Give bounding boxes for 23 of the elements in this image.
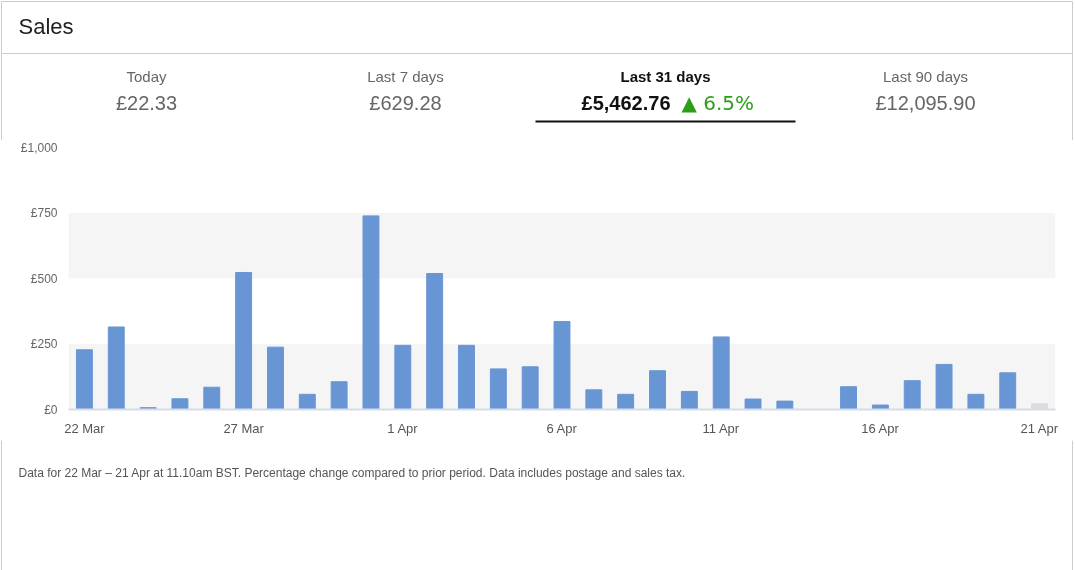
y-tick-label: £1,000 <box>20 140 58 155</box>
x-tick-label: 22 Mar <box>64 420 106 436</box>
x-tick-label: 1 Apr <box>387 420 419 436</box>
y-tick-label: £500 <box>30 271 58 286</box>
chart-title: Sales <box>18 14 74 39</box>
x-tick-label: 21 Apr <box>1020 420 1059 436</box>
text: Last 7 days <box>367 68 444 85</box>
text: ▲ 6.5% <box>681 90 755 115</box>
y-tick-label: £750 <box>30 206 58 220</box>
text: £12,095.90 <box>875 91 976 114</box>
text: Last 31 days <box>620 68 711 85</box>
x-tick-label: 6 Apr <box>546 420 578 436</box>
text: £22.33 <box>115 91 178 114</box>
x-tick-label: 16 Apr <box>861 420 900 436</box>
text: Data for 22 Mar – 21 Apr at 11.10am BST. Percentage change compared to prior period. Data includes postage and sales tax. <box>18 465 686 480</box>
text: £629.28 <box>369 91 442 114</box>
text: Last 90 days <box>882 68 969 85</box>
y-tick-label: £0 <box>44 402 58 417</box>
text: Today <box>126 68 168 85</box>
x-tick-label: 11 Apr <box>702 420 740 436</box>
text: £5,462.76 <box>581 91 671 114</box>
y-tick-label: £250 <box>30 337 58 351</box>
x-tick-label: 27 Mar <box>223 420 265 436</box>
